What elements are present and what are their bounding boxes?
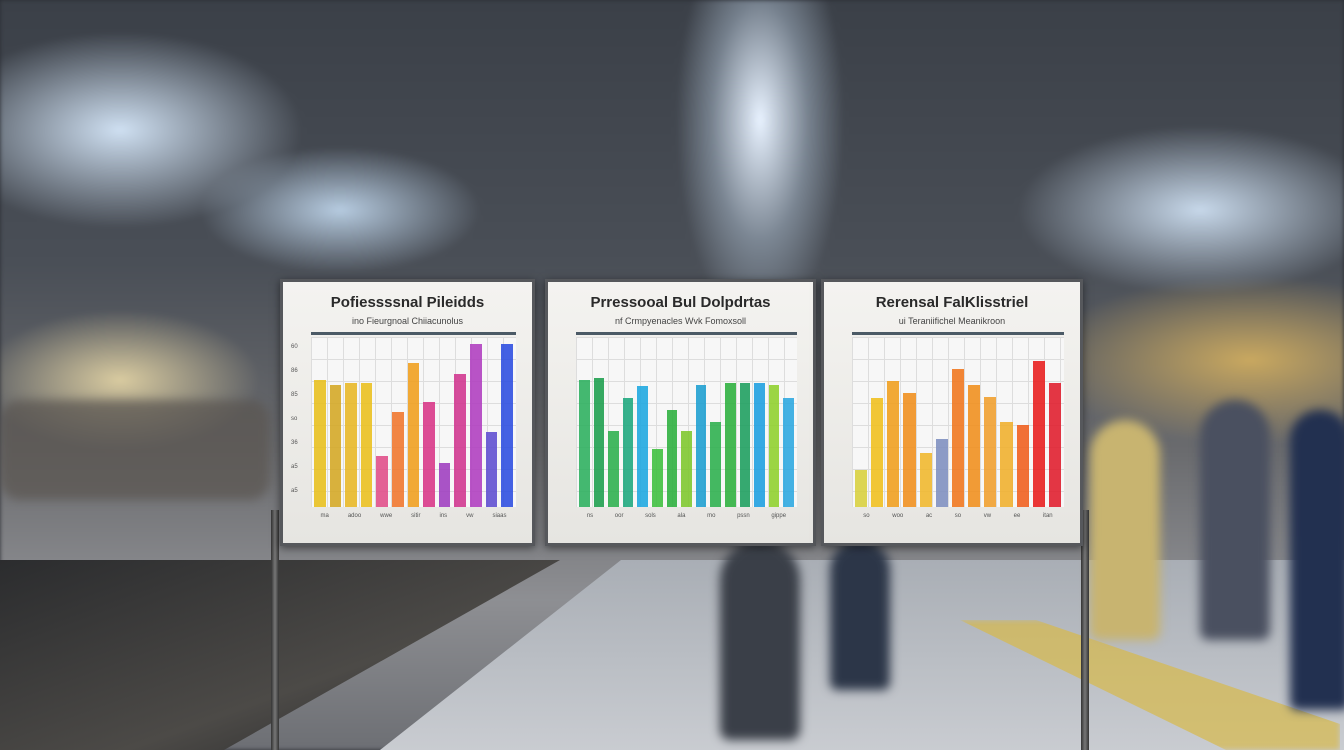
y-tick-label: 86	[291, 368, 298, 374]
board-title: Rerensal FalKlisstriel	[875, 294, 1029, 311]
chart-bar	[1048, 382, 1062, 507]
chart-bar	[407, 362, 420, 507]
chart-bar	[739, 382, 751, 507]
bar-chart	[576, 337, 797, 507]
blurred-crowd	[0, 400, 270, 500]
chart-bar	[314, 379, 326, 507]
chart-bar	[501, 343, 513, 507]
blurred-person	[720, 540, 800, 740]
chart-bar	[951, 369, 965, 507]
chart-bar	[345, 382, 357, 507]
chart-bar	[376, 456, 389, 507]
board-subtitle: ui Teraniifichel Meanikroon	[898, 316, 1006, 326]
chart-bar	[485, 432, 498, 507]
x-tick-label: vw	[983, 513, 992, 519]
blurred-person	[1200, 400, 1270, 640]
y-tick-label: a5	[291, 464, 298, 470]
x-tick-label: ins	[439, 513, 448, 519]
y-tick-label: so	[291, 416, 298, 422]
x-tick-label: itan	[1042, 513, 1053, 519]
x-tick-label: so	[954, 513, 962, 519]
chart-bar	[724, 382, 736, 507]
blurred-person	[1090, 420, 1160, 640]
bar-chart	[852, 337, 1064, 507]
x-tick-label: ma	[320, 513, 329, 519]
chart-bar	[637, 386, 648, 507]
x-tick-label: ns	[586, 513, 594, 519]
y-tick-label: 85	[291, 392, 298, 398]
chart-bar	[608, 430, 619, 507]
chart-bar	[871, 398, 884, 507]
chart-bar	[329, 384, 342, 507]
title-divider	[576, 332, 797, 335]
y-tick-label: 60	[291, 344, 298, 350]
chart-bar	[935, 439, 948, 507]
sign-pole	[271, 510, 279, 750]
board-subtitle: ino Fieurgnoal Chiiacunolus	[351, 316, 464, 326]
x-tick-label: gippe	[771, 513, 787, 519]
chart-bar	[1032, 360, 1045, 507]
chart-bar	[392, 411, 404, 507]
chart-bar	[710, 422, 721, 507]
x-tick-label: ac	[925, 513, 933, 519]
x-tick-label: vw	[466, 513, 474, 519]
chart-board: Prressooal Bul Dolpdrtas nf Crmpyenacles…	[545, 279, 816, 546]
x-tick-label: ala	[677, 513, 686, 519]
x-tick-label: ee	[1013, 513, 1021, 519]
chart-bar	[887, 381, 900, 507]
x-tick-label: adoo	[347, 513, 362, 519]
x-tick-label: sols	[645, 513, 656, 519]
chart-bar	[666, 410, 678, 507]
sign-pole	[1081, 510, 1089, 750]
chart-bar	[423, 401, 435, 507]
chart-bar	[438, 462, 451, 507]
chart-bar	[1016, 425, 1029, 507]
bar-chart	[311, 337, 516, 507]
chart-bar	[754, 382, 765, 507]
chart-bar	[919, 452, 932, 507]
chart-bar	[1000, 422, 1013, 507]
board-title: Pofiessssnal Pileidds	[330, 294, 485, 311]
chart-bar	[622, 398, 634, 507]
chart-bar	[768, 384, 780, 507]
chart-bar	[681, 430, 692, 507]
x-tick-label: woo	[892, 513, 904, 519]
x-tick-label: siaas	[492, 513, 507, 519]
x-tick-label: wwe	[380, 513, 393, 519]
y-tick-label: a5	[291, 488, 298, 494]
board-title: Prressooal Bul Dolpdrtas	[590, 294, 771, 311]
blurred-person	[830, 540, 890, 690]
title-divider	[311, 332, 516, 335]
chart-board: Pofiessssnal Pileidds ino Fieurgnoal Chi…	[280, 279, 535, 546]
chart-bar	[783, 398, 794, 507]
x-tick-label: oor	[614, 513, 624, 519]
chart-bar	[593, 377, 605, 507]
chart-bar	[903, 393, 916, 507]
y-tick-label: 36	[291, 440, 298, 446]
chart-board: Rerensal FalKlisstriel ui Teraniifichel …	[821, 279, 1083, 546]
chart-bar	[360, 382, 373, 507]
chart-bar	[579, 379, 590, 507]
chart-bar	[651, 449, 663, 507]
x-tick-label: pssn	[737, 513, 750, 519]
chart-bar	[855, 469, 868, 507]
chart-bar	[695, 384, 707, 507]
board-subtitle: nf Crmpyenacles Wvk Fomoxsoll	[614, 316, 747, 326]
chart-bar	[984, 396, 997, 507]
x-tick-label: so	[863, 513, 870, 519]
chart-bar	[454, 374, 467, 507]
x-tick-label: mo	[707, 513, 716, 519]
blurred-person	[1290, 410, 1344, 710]
chart-bar	[470, 343, 482, 507]
title-divider	[852, 332, 1064, 335]
x-tick-label: sitir	[411, 513, 421, 519]
chart-bar	[968, 384, 981, 507]
